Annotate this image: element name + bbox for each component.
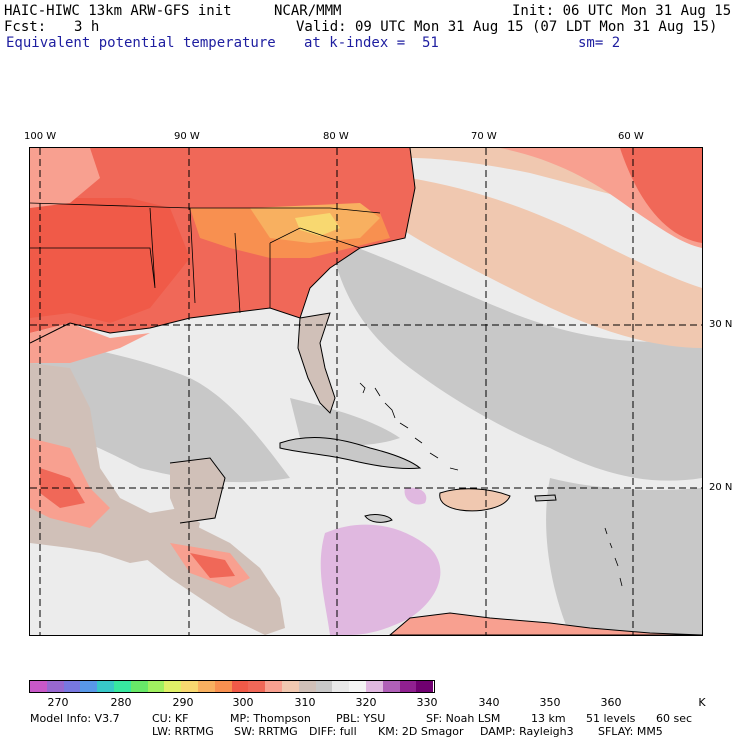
bahamas-islands	[359, 382, 459, 471]
latitude-label-30n: 30 N	[709, 319, 733, 330]
model-title: HAIC-HIWC 13km ARW-GFS init	[4, 3, 232, 19]
footer-eddy-coefficient: KM: 2D Smagor	[378, 725, 464, 738]
colorbar-swatch	[332, 681, 350, 692]
colorbar-swatch	[248, 681, 266, 692]
longitude-label-60w: 60 W	[618, 131, 644, 142]
texas-coastal-region	[30, 323, 150, 363]
colorbar-swatch	[281, 681, 299, 692]
latitude-label-20n: 20 N	[709, 482, 733, 493]
moisture-band-north	[330, 238, 702, 481]
caribbean-lavender-region	[320, 524, 441, 635]
colorbar-label-350: 350	[539, 696, 561, 709]
footer-pbl-scheme: PBL: YSU	[336, 712, 386, 725]
colorbar-swatch	[97, 681, 114, 692]
high-theta-e-plume	[400, 178, 702, 348]
footer-damping: DAMP: Rayleigh3	[480, 725, 574, 738]
florida-coastline	[297, 312, 336, 414]
colorbar-swatch	[298, 681, 316, 692]
organization-label: NCAR/MMM	[274, 3, 342, 19]
footer-timestep: 60 sec	[656, 712, 693, 725]
colorbar-swatch	[265, 681, 282, 692]
cuba-moisture-band	[290, 398, 400, 446]
valid-time: Valid: 09 UTC Mon 31 Aug 15 (07 LDT Mon …	[296, 19, 718, 35]
map-canvas	[30, 148, 702, 635]
colorbar-label-330: 330	[416, 696, 438, 709]
footer-resolution: 13 km	[531, 712, 566, 725]
colorbar-swatch	[130, 681, 148, 692]
footer-cumulus-scheme: CU: KF	[152, 712, 189, 725]
field-name: Equivalent potential temperature	[6, 35, 276, 51]
colorbar-label-340: 340	[478, 696, 500, 709]
forecast-hour: 3 h	[74, 19, 100, 35]
central-america-red-spots	[190, 553, 235, 578]
cuba-island	[279, 437, 422, 469]
colorbar-swatch	[63, 681, 81, 692]
footer-levels: 51 levels	[586, 712, 636, 725]
colorbar-swatch	[181, 681, 198, 692]
colorbar-label-280: 280	[110, 696, 132, 709]
colorbar-label-300: 300	[232, 696, 254, 709]
hispaniola-island	[439, 488, 511, 512]
colorbar-label-310: 310	[294, 696, 316, 709]
colorbar-label-360: 360	[600, 696, 622, 709]
colorbar-swatch	[231, 681, 249, 692]
longitude-label-90w: 90 W	[174, 131, 200, 142]
footer-longwave: LW: RRTMG	[152, 725, 214, 738]
florida-peninsula	[298, 313, 335, 413]
forecast-label: Fcst:	[4, 19, 47, 35]
colorbar-swatch	[197, 681, 215, 692]
longitude-label-70w: 70 W	[471, 131, 497, 142]
colorbar-swatch	[399, 681, 417, 692]
colorbar-unit: K	[698, 696, 706, 709]
colorbar-swatch	[113, 681, 131, 692]
colorbar-swatch	[164, 681, 182, 692]
northwest-salmon-region	[30, 148, 100, 208]
footer-surface-scheme: SF: Noah LSM	[426, 712, 501, 725]
vertical-level: at k-index = 51	[304, 35, 439, 51]
colorbar-swatch	[214, 681, 232, 692]
footer-model-info: Model Info: V3.7	[30, 712, 120, 725]
colorbar-swatch	[416, 681, 434, 692]
colorbar-swatch	[46, 681, 64, 692]
atlantic-moisture-band	[546, 478, 702, 635]
colorbar-label-270: 270	[47, 696, 69, 709]
colorbar-swatch	[80, 681, 98, 692]
colorbar-label-290: 290	[172, 696, 194, 709]
colorbar-swatch	[349, 681, 366, 692]
init-time: Init: 06 UTC Mon 31 Aug 15	[512, 3, 732, 19]
lavender-patch	[404, 487, 427, 505]
state-borders	[30, 202, 381, 314]
puerto-rico-island	[534, 494, 557, 502]
yucatan-peninsula	[170, 458, 225, 523]
jamaica-island	[364, 514, 393, 523]
colorbar-swatch	[147, 681, 165, 692]
south-america-coast	[389, 612, 702, 635]
colorbar-swatch	[30, 681, 47, 692]
northeast-red-region	[620, 148, 702, 243]
colorbar-label-320: 320	[355, 696, 377, 709]
longitude-label-80w: 80 W	[323, 131, 349, 142]
yucatan-coastline	[169, 457, 226, 524]
texas-coastline	[30, 322, 71, 344]
footer-shortwave: SW: RRTMG	[234, 725, 298, 738]
mexico-red-spots	[40, 468, 85, 508]
southern-plains-region	[30, 198, 190, 323]
colorbar-swatch	[382, 681, 400, 692]
colorbar-swatch	[315, 681, 333, 692]
map-panel[interactable]	[29, 147, 703, 636]
lesser-antilles-islands	[604, 527, 623, 587]
longitude-label-100w: 100 W	[24, 131, 57, 142]
colorbar-swatch	[365, 681, 383, 692]
smoothing-label: sm= 2	[578, 35, 621, 51]
colorbar	[29, 680, 436, 693]
footer-diffusion: DIFF: full	[309, 725, 357, 738]
lat-lon-grid	[30, 148, 702, 635]
footer-microphysics: MP: Thompson	[230, 712, 311, 725]
footer-surface-layer: SFLAY: MM5	[598, 725, 663, 738]
